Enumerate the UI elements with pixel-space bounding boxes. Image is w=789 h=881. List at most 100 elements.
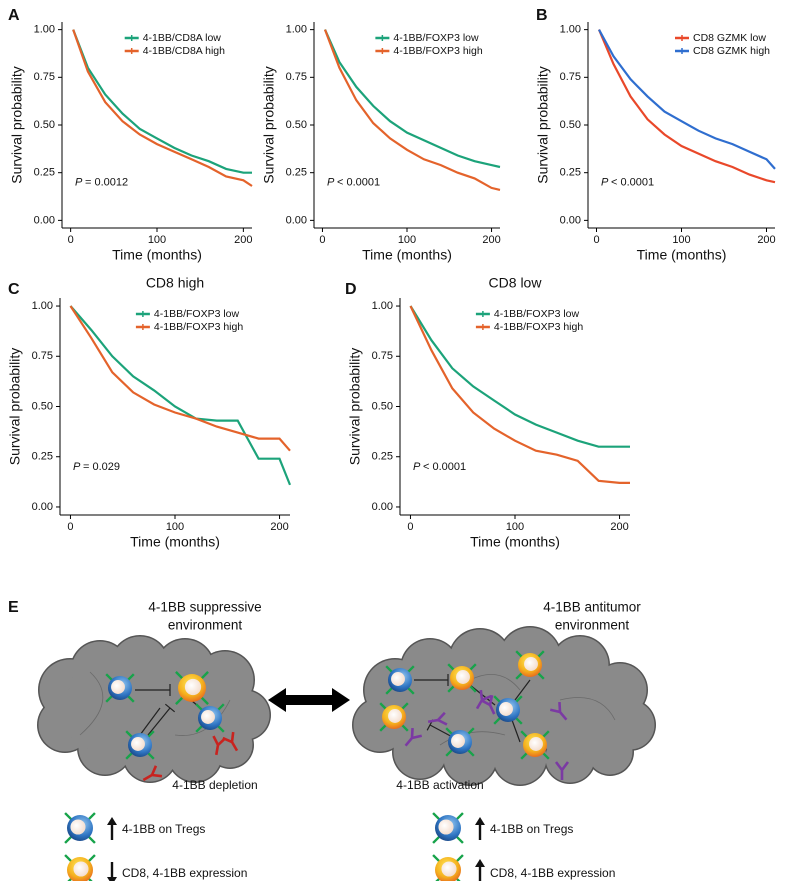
legend-text: 4-1BB on Tregs [490, 822, 573, 836]
y-tick-label: 0.75 [34, 71, 55, 83]
diagram-caption: 4-1BB activation [396, 778, 483, 792]
inhibition-bar [164, 703, 176, 713]
y-tick-label: 0.75 [286, 71, 307, 83]
panel-label: D [345, 281, 357, 298]
nucleus [388, 709, 402, 723]
legend-label: 4-1BB/FOXP3 high [393, 45, 482, 57]
x-axis-label: Time (months) [130, 534, 220, 550]
y-tick-label: 0.00 [34, 214, 55, 226]
antibody [142, 765, 163, 782]
x-axis-label: Time (months) [362, 247, 452, 263]
legend-text: 4-1BB on Tregs [122, 822, 205, 836]
legend-label: 4-1BB/FOXP3 low [494, 308, 580, 320]
legend-label: 4-1BB/CD8A high [143, 45, 225, 57]
diagram-title: environment [168, 618, 243, 633]
annotation: < 0.0001 [337, 177, 380, 189]
annotation: P [327, 177, 335, 189]
y-axis-label: Survival probability [535, 66, 551, 184]
annotation: = 0.029 [83, 461, 120, 473]
y-tick-label: 0.25 [32, 451, 53, 463]
double-arrow [268, 688, 350, 712]
survival-curve [72, 29, 253, 187]
x-tick-label: 100 [672, 234, 690, 246]
annotation: < 0.0001 [423, 461, 466, 473]
survival-curve [323, 29, 501, 169]
trend-arrow-head [475, 859, 485, 867]
legend-label: 4-1BB/FOXP3 high [494, 321, 583, 333]
survival-curve [409, 305, 630, 448]
nucleus [184, 678, 202, 696]
nucleus [201, 710, 215, 724]
annotation: = 0.0012 [85, 177, 128, 189]
antibody [404, 727, 423, 747]
trend-arrow-head [475, 817, 485, 825]
survival-curve [323, 29, 501, 191]
legend-label: CD8 GZMK low [693, 32, 766, 44]
legend-text: CD8, 4-1BB expression [490, 866, 615, 880]
x-tick-label: 200 [757, 234, 775, 246]
survival-curve [409, 305, 630, 484]
x-tick-label: 100 [148, 234, 166, 246]
cloud-crease [439, 731, 506, 746]
y-axis-label: Survival probability [261, 66, 277, 184]
inhibition [147, 707, 171, 736]
panel-label: B [536, 7, 548, 24]
y-tick-label: 1.00 [560, 24, 581, 36]
x-tick-label: 0 [407, 521, 413, 533]
x-tick-label: 100 [166, 521, 184, 533]
legend-label: 4-1BB/CD8A low [143, 32, 222, 44]
x-tick-label: 100 [398, 234, 416, 246]
panel-label: C [8, 281, 20, 298]
x-axis-label: Time (months) [637, 247, 727, 263]
y-tick-label: 0.00 [372, 501, 393, 513]
cloud-crease [559, 697, 616, 721]
x-tick-label: 100 [506, 521, 524, 533]
y-tick-label: 0.75 [32, 350, 53, 362]
survival-curve [69, 305, 292, 486]
nucleus [499, 702, 513, 716]
antibody [427, 711, 448, 726]
y-axis-label: Survival probability [347, 348, 363, 466]
survival-curve [72, 29, 252, 174]
cloud [526, 668, 614, 756]
legend-label: 4-1BB/FOXP3 low [154, 308, 240, 320]
diagram-title: environment [555, 618, 630, 633]
nucleus [529, 737, 543, 751]
legend-label: 4-1BB/FOXP3 high [154, 321, 243, 333]
antibody [554, 761, 570, 780]
interaction [511, 719, 521, 743]
interaction [139, 707, 161, 736]
nucleus [451, 734, 465, 748]
x-tick-label: 0 [68, 234, 74, 246]
antibody [549, 701, 568, 721]
diagram-title: 4-1BB suppressive [148, 600, 261, 615]
legend-text: CD8, 4-1BB expression [122, 866, 247, 880]
annotation: P [73, 461, 81, 473]
diagram-title: 4-1BB antitumor [543, 600, 641, 615]
nucleus [524, 657, 538, 671]
y-axis-label: Survival probability [9, 66, 25, 184]
x-tick-label: 0 [67, 521, 73, 533]
legend-label: CD8 GZMK high [693, 45, 770, 57]
y-tick-label: 0.75 [560, 71, 581, 83]
x-tick-label: 0 [593, 234, 599, 246]
y-tick-label: 0.50 [32, 400, 53, 412]
chart-title: CD8 low [489, 275, 543, 291]
y-tick-label: 0.00 [560, 214, 581, 226]
annotation: P [601, 177, 609, 189]
x-tick-label: 0 [319, 234, 325, 246]
y-tick-label: 0.25 [34, 167, 55, 179]
survival-curve [69, 305, 291, 452]
trend-arrow-head [107, 817, 117, 825]
nucleus [70, 819, 86, 835]
survival-curve [597, 29, 776, 184]
x-axis-label: Time (months) [112, 247, 202, 263]
y-tick-label: 0.00 [286, 214, 307, 226]
y-tick-label: 0.75 [372, 350, 393, 362]
diagram [37, 626, 656, 881]
trend-arrow-head [107, 877, 117, 881]
nucleus [438, 819, 454, 835]
annotation: P [75, 177, 83, 189]
antibody [480, 694, 496, 715]
y-tick-label: 0.25 [286, 167, 307, 179]
